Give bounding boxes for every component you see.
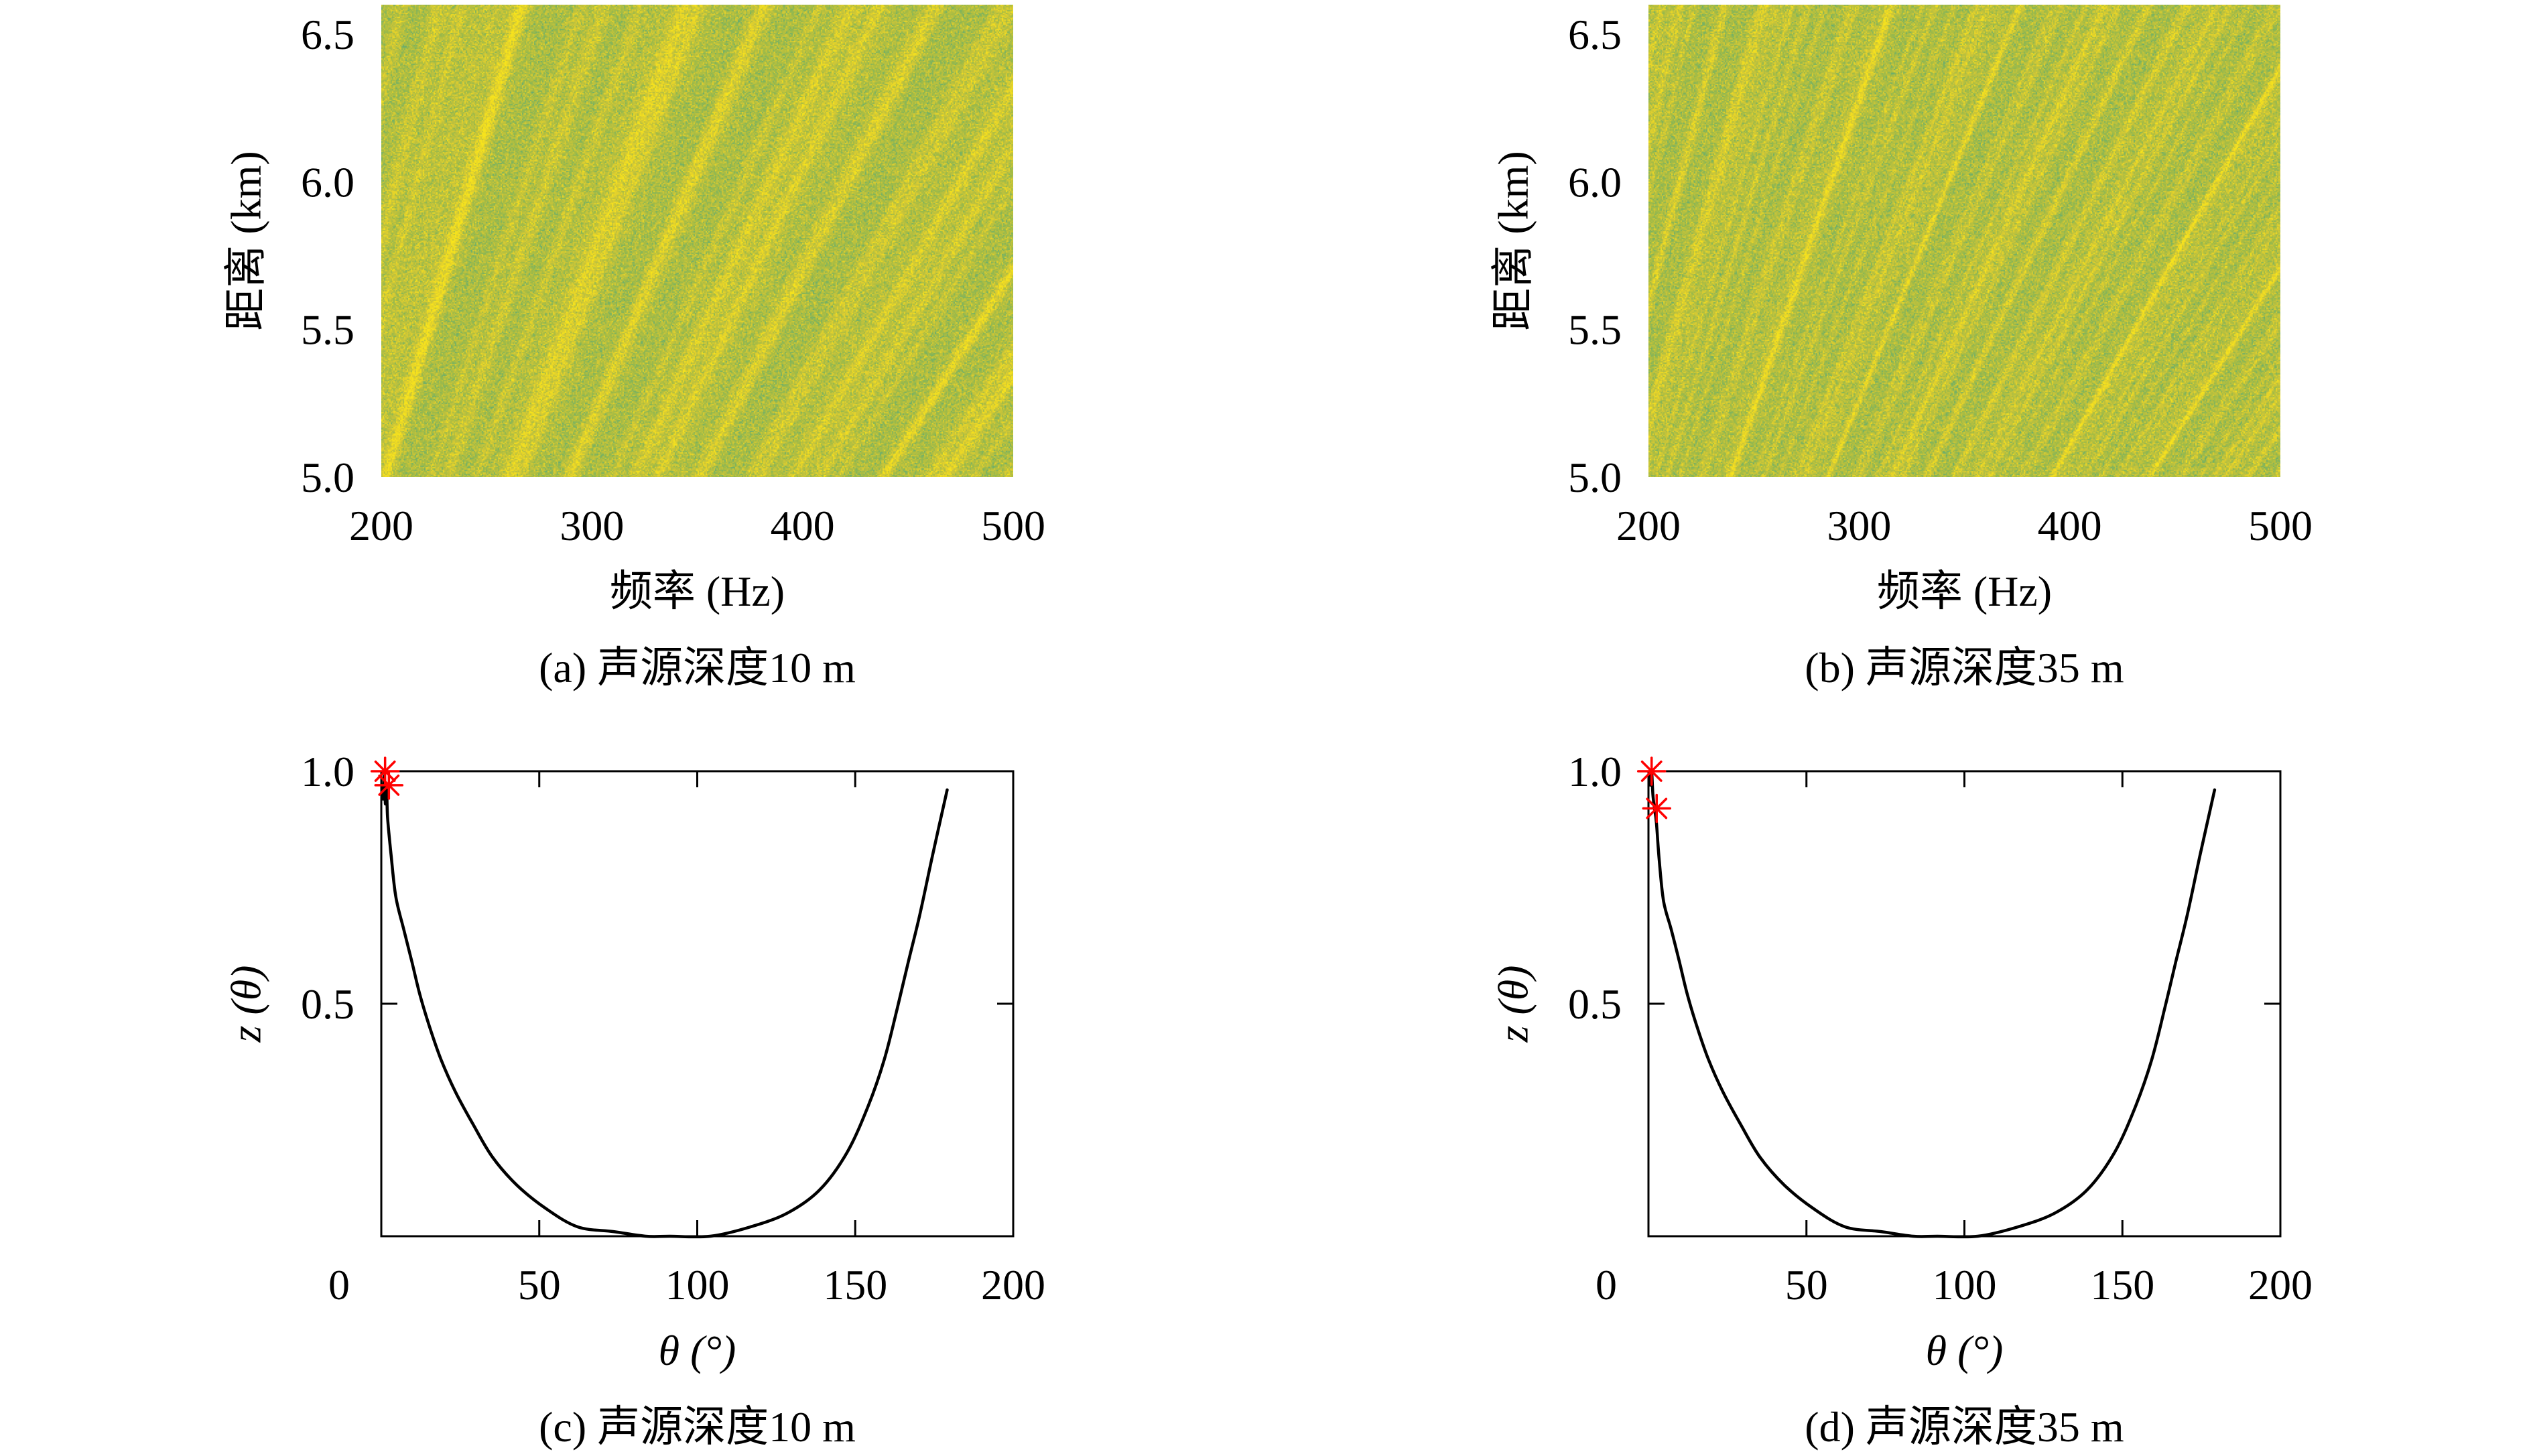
- subplot-b: 5.0 5.5 6.0 6.5 200 300 400 500 频率 (Hz) 距离 (km) (b…: [1490, 11, 2313, 691]
- subplot-caption: (c) 声源深度10 m: [539, 1403, 856, 1451]
- x-tick-label: 400: [2038, 502, 2102, 549]
- y-tick-label: 1.0: [1568, 748, 1622, 795]
- y-axis-label: z (θ): [1490, 966, 1537, 1043]
- x-tick-label: 0: [328, 1261, 350, 1309]
- x-tick-label: 400: [771, 502, 835, 549]
- plot-frame: [380, 770, 1015, 1238]
- heatmap-image: [381, 5, 1013, 477]
- y-tick-label: 5.0: [1568, 454, 1622, 501]
- subplot-caption: (a) 声源深度10 m: [539, 644, 856, 691]
- x-tick-label: 150: [2090, 1261, 2154, 1309]
- y-tick-label: 1.0: [301, 748, 354, 795]
- marker-asterisk: [374, 771, 404, 800]
- x-axis-label: 频率 (Hz): [1877, 568, 2052, 615]
- y-tick-label: 6.5: [1568, 11, 1622, 58]
- y-tick-label: 6.5: [301, 11, 354, 58]
- y-tick-label: 6.0: [301, 158, 354, 206]
- y-axis-label: 距离 (km): [222, 151, 270, 330]
- x-tick-label: 100: [665, 1261, 730, 1309]
- subplot-caption: (d) 声源深度35 m: [1805, 1403, 2124, 1451]
- y-tick-label: 5.0: [301, 454, 354, 501]
- x-axis-label: θ (°): [659, 1327, 736, 1374]
- y-axis-label: z (θ): [222, 966, 270, 1043]
- x-tick-label: 500: [981, 502, 1045, 549]
- x-tick-label: 0: [1596, 1261, 1617, 1309]
- subplot-a: 5.0 5.5 6.0 6.5 200 300 400 500 频率 (Hz) 距离 (km) (a…: [222, 11, 1046, 691]
- curve-line: [381, 774, 949, 1239]
- curve-line: [1648, 769, 2217, 1239]
- x-tick-label: 200: [981, 1261, 1045, 1309]
- x-tick-label: 300: [1827, 502, 1891, 549]
- y-tick-label: 0.5: [301, 980, 354, 1028]
- heatmap-image: [1648, 5, 2280, 477]
- x-tick-label: 200: [2248, 1261, 2313, 1309]
- marker-asterisk: [1636, 756, 1667, 786]
- y-tick-label: 5.5: [301, 306, 354, 354]
- x-tick-label: 300: [560, 502, 624, 549]
- marker-asterisk: [1642, 793, 1672, 823]
- subplot-d: 0.5 1.0 0 50 100 150 200 θ (°) z (θ) (d) 声源深度35 m: [1490, 748, 2313, 1451]
- plot-frame: [1647, 770, 2282, 1238]
- subplot-c: 0.5 1.0 0 50 100 150 200 θ (°) z (θ) (c) 声源深度10 m: [222, 748, 1046, 1451]
- x-axis-label: θ (°): [1926, 1327, 2004, 1374]
- x-axis-label: 频率 (Hz): [610, 568, 785, 615]
- x-tick-label: 150: [823, 1261, 887, 1309]
- x-tick-label: 200: [1616, 502, 1681, 549]
- y-tick-label: 5.5: [1568, 306, 1622, 354]
- x-tick-label: 50: [518, 1261, 561, 1309]
- x-tick-label: 50: [1785, 1261, 1828, 1309]
- subplot-caption: (b) 声源深度35 m: [1805, 644, 2124, 691]
- x-tick-label: 100: [1933, 1261, 1997, 1309]
- x-tick-label: 200: [349, 502, 413, 549]
- y-axis-label: 距离 (km): [1490, 151, 1537, 330]
- x-tick-label: 500: [2248, 502, 2313, 549]
- y-tick-label: 0.5: [1568, 980, 1622, 1028]
- y-tick-label: 6.0: [1568, 158, 1622, 206]
